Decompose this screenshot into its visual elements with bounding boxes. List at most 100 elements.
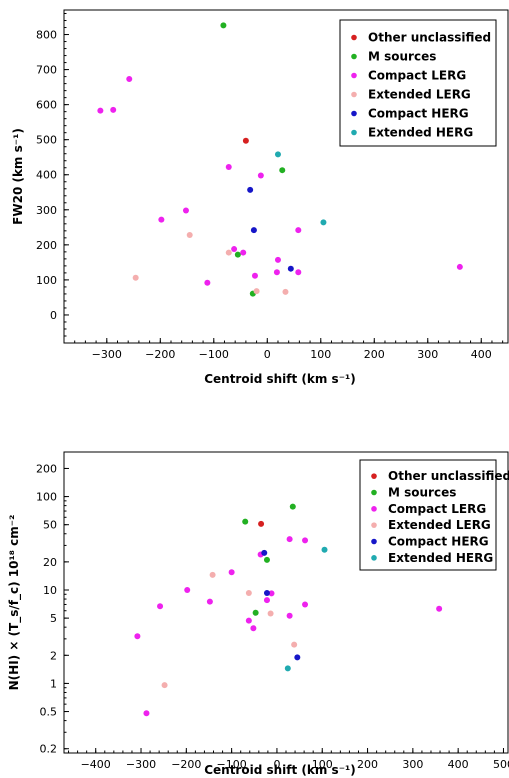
data-point xyxy=(209,571,216,578)
data-point xyxy=(263,556,270,563)
data-point xyxy=(220,22,227,29)
data-point xyxy=(225,249,232,256)
data-point xyxy=(291,641,298,648)
scatter-panel-column-density: −400 −300 −200 −100 0 100 200 300 400 500 0.2 0.5 1 2… xyxy=(7,451,509,777)
legend-entry: Other unclassified xyxy=(388,469,509,483)
plot-frame xyxy=(63,9,509,344)
y-tick-label: 500 xyxy=(36,134,57,147)
data-point xyxy=(268,590,275,597)
data-point xyxy=(134,633,141,640)
data-point xyxy=(279,167,286,174)
data-point xyxy=(267,610,274,617)
data-point xyxy=(231,246,238,253)
data-point xyxy=(286,612,293,619)
x-tick-label: 100 xyxy=(312,758,333,771)
data-point xyxy=(302,537,309,544)
legend-marker xyxy=(371,555,377,561)
y-tick-label: 50 xyxy=(43,519,57,532)
y-tick-label: 20 xyxy=(43,556,57,569)
data-point xyxy=(274,256,281,263)
data-point xyxy=(286,536,293,543)
legend-box xyxy=(359,459,497,571)
y-tick-label: 400 xyxy=(36,169,57,182)
y-tick-label: 10 xyxy=(43,584,57,597)
y-tick-label: 600 xyxy=(36,99,57,112)
data-point xyxy=(157,603,164,610)
x-tick-label: 0 xyxy=(264,348,271,361)
data-point xyxy=(225,164,232,171)
x-tick-label: −200 xyxy=(171,758,201,771)
x-axis-label: Centroid shift (km s⁻¹) xyxy=(204,763,356,777)
x-tick-label: −400 xyxy=(81,758,111,771)
y-axis-label: FW20 (km s⁻¹) xyxy=(11,128,25,225)
data-point xyxy=(302,601,309,608)
data-point xyxy=(240,249,247,256)
data-point xyxy=(234,251,241,258)
y-tick-label: 1 xyxy=(50,677,57,690)
data-point xyxy=(161,682,168,689)
legend-entry: Other unclassified xyxy=(368,31,491,45)
legend-marker xyxy=(351,129,357,136)
legend-entry: Compact LERG xyxy=(388,502,486,516)
legend-marker xyxy=(371,489,377,496)
x-axis-label: Centroid shift (km s⁻¹) xyxy=(204,372,356,386)
legend-marker xyxy=(351,72,357,79)
data-point xyxy=(184,586,191,593)
data-point xyxy=(247,186,254,193)
data-point xyxy=(295,269,302,276)
legend-marker xyxy=(371,538,377,545)
legend-entry: Compact HERG xyxy=(368,107,469,121)
data-point xyxy=(242,137,249,144)
y-tick-label: 200 xyxy=(36,462,57,475)
data-point xyxy=(252,609,259,616)
y-tick-label: 0.5 xyxy=(40,706,58,719)
legend-entry: M sources xyxy=(388,486,456,500)
x-tick-label: 400 xyxy=(471,348,492,361)
legend-entry: Extended HERG xyxy=(388,551,493,565)
data-point xyxy=(274,151,281,158)
y-tick-label: 800 xyxy=(36,29,57,42)
data-point xyxy=(295,227,302,234)
data-point xyxy=(320,219,327,226)
data-point xyxy=(204,279,211,286)
data-point xyxy=(242,518,249,525)
y-tick-label: 2 xyxy=(50,649,57,662)
y-tick-label: 5 xyxy=(50,612,57,625)
data-point xyxy=(456,263,463,270)
y-tick-label: 200 xyxy=(36,239,57,252)
x-tick-label: 500 xyxy=(493,758,509,771)
data-point xyxy=(251,272,258,279)
data-point xyxy=(250,625,257,632)
x-tick-label: −100 xyxy=(199,348,229,361)
legend-marker xyxy=(371,522,377,528)
data-point xyxy=(287,265,294,272)
legend-box xyxy=(339,19,497,147)
data-point xyxy=(294,654,301,661)
data-point xyxy=(228,569,235,576)
scatter-panel-fw20: −300 −200 −100 0 100 200 300 400 0 100 200 300 400 50… xyxy=(11,9,509,386)
data-point xyxy=(258,520,265,527)
legend-entry: Extended LERG xyxy=(368,88,471,102)
y-tick-label: 100 xyxy=(36,274,57,287)
legend-entry: Extended HERG xyxy=(368,126,473,140)
data-point xyxy=(182,207,189,214)
data-point xyxy=(97,107,104,114)
legend-marker xyxy=(371,506,377,512)
x-tick-label: −200 xyxy=(145,348,175,361)
x-tick-label: −100 xyxy=(217,758,247,771)
x-tick-label: −300 xyxy=(126,758,156,771)
x-tick-label: 300 xyxy=(417,348,438,361)
y-tick-label: 700 xyxy=(36,64,57,77)
x-tick-label: 200 xyxy=(357,758,378,771)
data-point xyxy=(206,598,213,605)
data-point xyxy=(186,232,193,239)
data-point xyxy=(284,665,291,672)
data-point xyxy=(250,227,257,234)
data-point xyxy=(282,288,289,295)
x-tick-label: 200 xyxy=(364,348,385,361)
data-point xyxy=(245,589,252,596)
y-tick-label: 0.2 xyxy=(40,743,58,756)
legend-marker xyxy=(351,110,357,117)
data-point xyxy=(158,216,165,223)
